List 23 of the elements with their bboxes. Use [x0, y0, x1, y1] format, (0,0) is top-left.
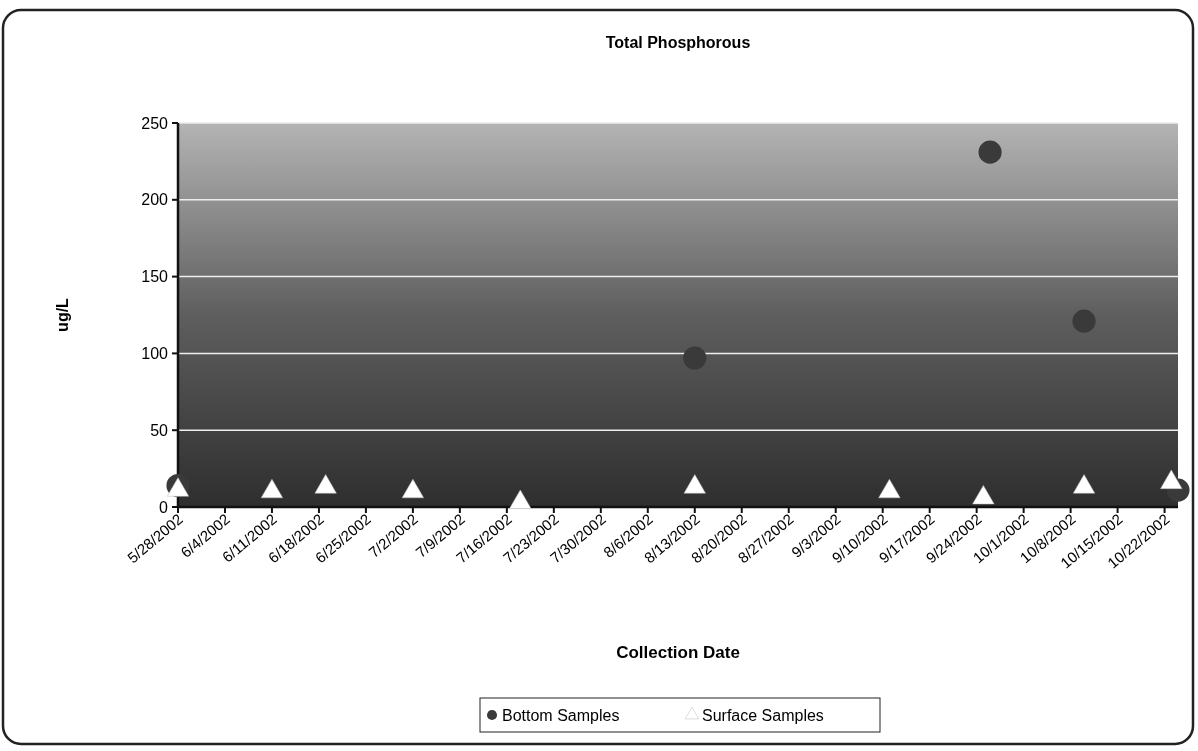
y-tick-label: 150 — [141, 268, 169, 286]
point — [260, 478, 283, 499]
y-tick-label: 250 — [141, 114, 169, 132]
legend-label: Bottom Samples — [502, 706, 620, 724]
point — [1160, 469, 1183, 489]
chart-title: Total Phosphorous — [605, 34, 751, 51]
point — [978, 140, 1002, 164]
point — [509, 489, 532, 509]
y-tick-label: 50 — [150, 421, 169, 439]
point — [972, 485, 995, 505]
point — [401, 478, 424, 499]
point — [1073, 474, 1096, 494]
y-tick-label: 100 — [141, 345, 169, 362]
y-tick-label: 0 — [159, 498, 169, 516]
point — [878, 478, 901, 499]
point — [314, 474, 337, 494]
y-tick-label: 200 — [141, 191, 169, 209]
x-axis-title: Collection Date — [616, 643, 740, 662]
point — [1072, 309, 1096, 333]
point — [683, 346, 707, 370]
y-axis-title: ug/L — [54, 297, 71, 332]
legend-label: Surface Samples — [702, 706, 824, 724]
point — [683, 474, 706, 494]
